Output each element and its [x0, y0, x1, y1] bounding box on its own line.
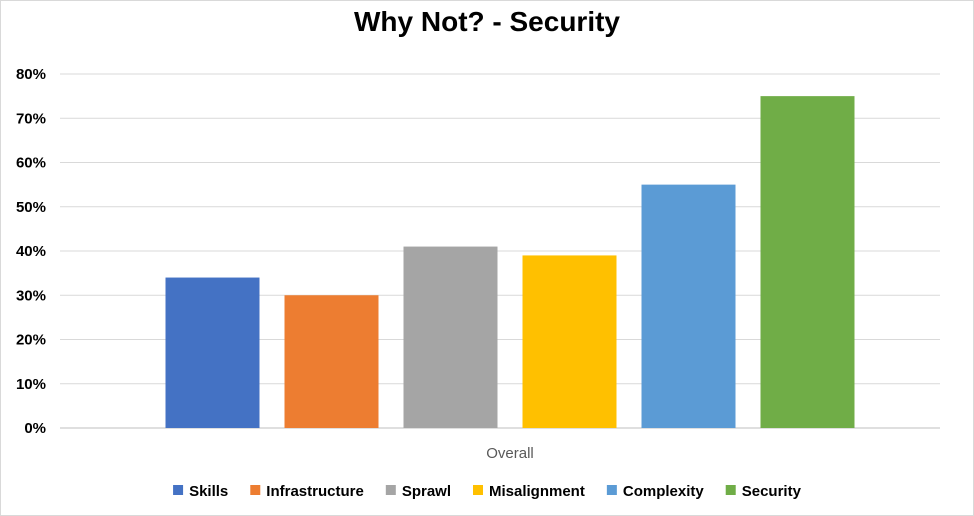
legend: Skills Infrastructure Sprawl Misalignment Co…	[173, 483, 802, 500]
bar-sprawl	[403, 246, 498, 428]
legend-swatch	[173, 485, 184, 495]
legend-swatch	[473, 485, 483, 495]
legend-item-infrastructure: Infrastructure	[250, 483, 364, 500]
legend-item-skills: Skills	[173, 483, 228, 500]
x-category-label: Overall	[486, 445, 534, 462]
legend-label: Complexity	[623, 483, 705, 500]
y-tick-label: 10%	[16, 376, 46, 393]
legend-item-misalignment: Misalignment	[473, 483, 585, 500]
legend-item-security: Security	[725, 483, 802, 500]
x-axis: Overall	[486, 445, 534, 462]
bar-skills	[165, 277, 260, 428]
y-tick-label: 0%	[24, 420, 46, 437]
y-tick-label: 70%	[16, 110, 46, 127]
legend-swatch	[250, 485, 261, 495]
legend-swatch	[385, 485, 396, 495]
y-tick-label: 50%	[16, 199, 46, 216]
legend-label: Misalignment	[489, 483, 585, 500]
y-tick-label: 20%	[16, 332, 46, 349]
legend-swatch	[725, 485, 736, 495]
legend-item-sprawl: Sprawl	[385, 483, 451, 500]
bar-infrastructure	[284, 295, 379, 428]
legend-label: Sprawl	[402, 483, 451, 500]
legend-swatch	[606, 485, 617, 495]
chart-title: Why Not? - Security	[353, 6, 620, 37]
y-tick-label: 40%	[16, 243, 46, 260]
legend-label: Infrastructure	[266, 483, 364, 500]
bar-security	[760, 96, 855, 428]
legend-item-complexity: Complexity	[606, 483, 705, 500]
legend-label: Security	[742, 483, 802, 500]
bar-misalignment	[522, 255, 617, 428]
bars	[165, 96, 855, 428]
y-tick-label: 30%	[16, 287, 46, 304]
y-tick-label: 60%	[16, 155, 46, 172]
legend-label: Skills	[189, 483, 228, 500]
y-tick-label: 80%	[16, 66, 46, 83]
y-axis-tick-labels: 0% 10% 20% 30% 40% 50% 60% 70% 80%	[16, 66, 46, 437]
bar-complexity	[641, 184, 736, 428]
